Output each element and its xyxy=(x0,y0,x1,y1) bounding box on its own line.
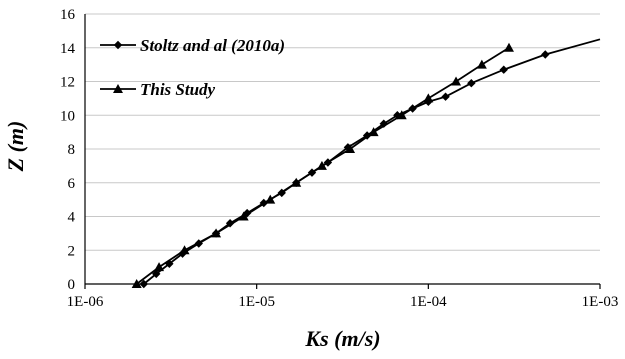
legend-triangle-1 xyxy=(113,84,123,93)
triangle-point-1-2 xyxy=(179,245,190,255)
y-tick-label-2: 2 xyxy=(68,243,76,259)
diamond-point-0-20 xyxy=(467,78,476,88)
triangle-point-1-3 xyxy=(211,228,222,238)
x-tick-label-1: 1E-05 xyxy=(238,294,275,310)
diamond-point-0-6 xyxy=(225,219,235,228)
x-tick-label-2: 1E-04 xyxy=(410,294,447,310)
diamond-point-0-19 xyxy=(441,92,450,101)
diamond-point-0-0 xyxy=(139,279,148,289)
legend: Stoltz and al (2010a) This Study xyxy=(100,36,285,99)
triangle-point-1-8 xyxy=(345,144,356,153)
legend-label-0: Stoltz and al (2010a) xyxy=(140,36,285,55)
x-tick-label-3: 1E-03 xyxy=(582,294,619,310)
y-axis-title: Z (m) xyxy=(3,121,28,173)
diamond-point-0-1 xyxy=(152,269,161,279)
series-line-0 xyxy=(143,38,601,285)
x-tick-labels: 1E-06 1E-05 1E-04 1E-03 xyxy=(67,284,619,310)
x-axis-title: Ks (m/s) xyxy=(304,326,380,351)
diamond-point-0-21 xyxy=(499,65,508,74)
legend-diamond-0 xyxy=(113,40,123,50)
y-tick-label-8: 8 xyxy=(68,142,76,158)
y-tick-labels: 0 2 4 6 8 10 12 14 16 xyxy=(60,7,76,293)
triangle-point-1-13 xyxy=(476,59,487,69)
diamond-point-0-13 xyxy=(343,143,353,152)
x-tick-label-0: 1E-06 xyxy=(67,294,104,310)
triangle-point-1-12 xyxy=(451,76,462,86)
y-tick-label-4: 4 xyxy=(68,210,76,226)
series-layer xyxy=(131,38,601,289)
triangle-point-1-14 xyxy=(503,42,514,52)
series-0 xyxy=(139,38,601,289)
y-tick-label-10: 10 xyxy=(60,108,75,124)
triangle-point-1-5 xyxy=(265,194,276,204)
triangle-point-1-10 xyxy=(396,110,407,120)
triangle-point-1-4 xyxy=(238,211,249,221)
legend-label-1: This Study xyxy=(140,80,216,99)
gridlines xyxy=(85,13,600,251)
triangle-point-1-1 xyxy=(154,262,165,272)
series-1 xyxy=(131,42,514,288)
triangle-point-1-11 xyxy=(423,93,434,103)
y-tick-label-12: 12 xyxy=(60,75,75,91)
triangle-point-1-6 xyxy=(291,177,302,187)
y-tick-label-0: 0 xyxy=(68,277,76,293)
y-tick-label-16: 16 xyxy=(60,7,76,23)
diamond-point-0-22 xyxy=(541,50,550,59)
triangle-point-1-7 xyxy=(316,160,327,170)
triangle-point-1-9 xyxy=(368,127,379,137)
triangle-point-1-0 xyxy=(131,279,142,288)
y-tick-label-6: 6 xyxy=(68,176,76,192)
y-tick-label-14: 14 xyxy=(60,41,76,57)
